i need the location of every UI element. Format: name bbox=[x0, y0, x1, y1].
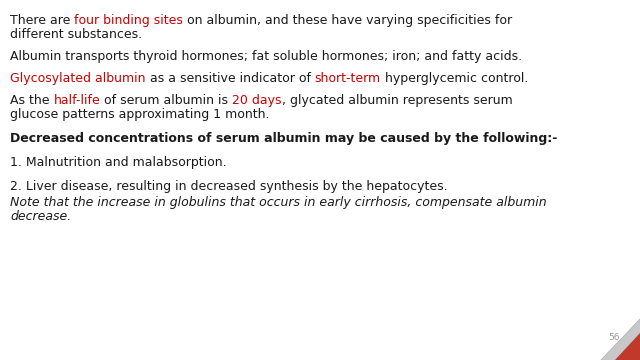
Text: Albumin transports thyroid hormones; fat soluble hormones; iron; and fatty acids: Albumin transports thyroid hormones; fat… bbox=[10, 50, 522, 63]
Text: , glycated albumin represents serum: , glycated albumin represents serum bbox=[282, 94, 513, 107]
Text: Glycosylated albumin: Glycosylated albumin bbox=[10, 72, 145, 85]
Text: There are: There are bbox=[10, 14, 74, 27]
Text: of serum albumin is: of serum albumin is bbox=[100, 94, 232, 107]
Text: half-life: half-life bbox=[54, 94, 100, 107]
Text: four binding sites: four binding sites bbox=[74, 14, 183, 27]
Text: As the: As the bbox=[10, 94, 54, 107]
Text: Decreased concentrations of serum albumin may be caused by the following:-: Decreased concentrations of serum albumi… bbox=[10, 132, 557, 145]
Polygon shape bbox=[600, 318, 640, 360]
Text: different substances.: different substances. bbox=[10, 28, 142, 41]
Text: glucose patterns approximating 1 month.: glucose patterns approximating 1 month. bbox=[10, 108, 269, 121]
Text: 1. Malnutrition and malabsorption.: 1. Malnutrition and malabsorption. bbox=[10, 156, 227, 169]
Text: short-term: short-term bbox=[314, 72, 381, 85]
Text: 56: 56 bbox=[609, 333, 620, 342]
Text: on albumin, and these have varying specificities for: on albumin, and these have varying speci… bbox=[183, 14, 513, 27]
Text: 20 days: 20 days bbox=[232, 94, 282, 107]
Text: decrease.: decrease. bbox=[10, 210, 71, 223]
Text: 2. Liver disease, resulting in decreased synthesis by the hepatocytes.: 2. Liver disease, resulting in decreased… bbox=[10, 180, 447, 193]
Text: Note that the increase in globulins that occurs in early cirrhosis, compensate a: Note that the increase in globulins that… bbox=[10, 196, 547, 209]
Text: as a sensitive indicator of: as a sensitive indicator of bbox=[145, 72, 314, 85]
Polygon shape bbox=[615, 333, 640, 360]
Text: hyperglycemic control.: hyperglycemic control. bbox=[381, 72, 528, 85]
